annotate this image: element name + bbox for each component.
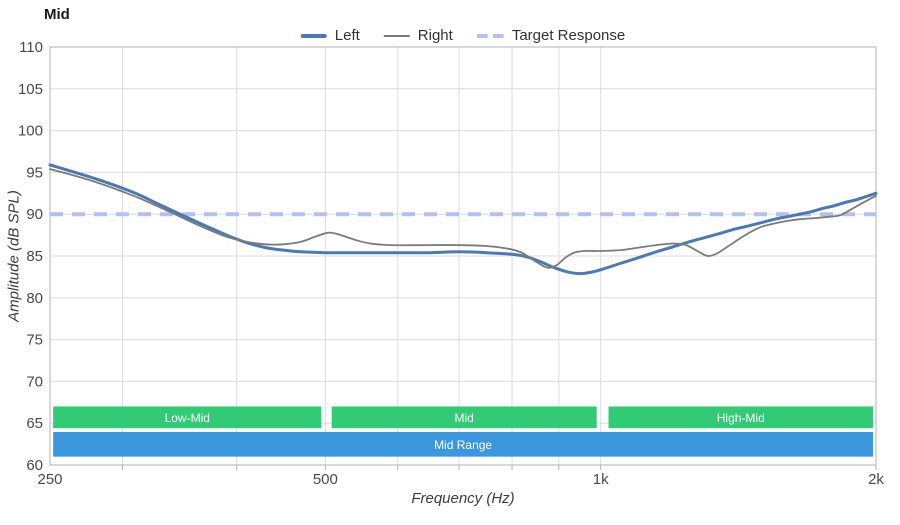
- legend-item-right[interactable]: Right: [383, 27, 453, 44]
- range-band-label: Low-Mid: [165, 411, 210, 425]
- y-tick-label: 80: [26, 290, 43, 307]
- legend-item-target-response[interactable]: Target Response: [476, 27, 626, 44]
- y-axis-title: Amplitude (dB SPL): [5, 190, 23, 322]
- y-tick-label: 60: [26, 457, 43, 474]
- range-band-label: High-Mid: [717, 411, 765, 425]
- chart-legend: Left Right Target Response: [300, 27, 626, 44]
- page-title: Mid: [44, 6, 70, 23]
- right-line-swatch-icon: [383, 34, 410, 37]
- range-band: [608, 406, 874, 429]
- range-band: [331, 406, 597, 429]
- range-band-label: Mid: [454, 411, 473, 425]
- range-band: [53, 431, 874, 457]
- legend-label-right: Right: [417, 27, 453, 44]
- legend-item-left[interactable]: Left: [300, 27, 360, 44]
- x-axis-title: Frequency (Hz): [411, 490, 515, 507]
- left-line-swatch-icon: [300, 33, 327, 38]
- series-line-left: [48, 163, 878, 276]
- plot-border: [49, 46, 877, 466]
- x-tick-label: 500: [313, 471, 338, 488]
- y-tick-label: 105: [18, 81, 43, 98]
- y-tick-label: 90: [26, 206, 43, 223]
- y-tick-label: 70: [26, 373, 43, 390]
- x-tick-label: 2k: [868, 471, 884, 488]
- target-response-dash-swatch-icon: [476, 33, 504, 38]
- y-tick-label: 85: [26, 248, 43, 265]
- y-tick-label: 65: [26, 415, 43, 432]
- x-tick-label: 1k: [593, 471, 609, 488]
- y-tick-label: 75: [26, 332, 43, 349]
- y-tick-label: 95: [26, 164, 43, 181]
- series-line-right: [49, 168, 877, 269]
- y-tick-label: 100: [18, 123, 43, 140]
- legend-label-target-response: Target Response: [511, 27, 626, 44]
- y-tick-label: 110: [19, 39, 43, 56]
- legend-label-left: Left: [334, 27, 360, 44]
- range-band: [53, 406, 322, 429]
- range-band-label: Mid Range: [434, 438, 492, 452]
- x-tick-label: 250: [37, 471, 62, 488]
